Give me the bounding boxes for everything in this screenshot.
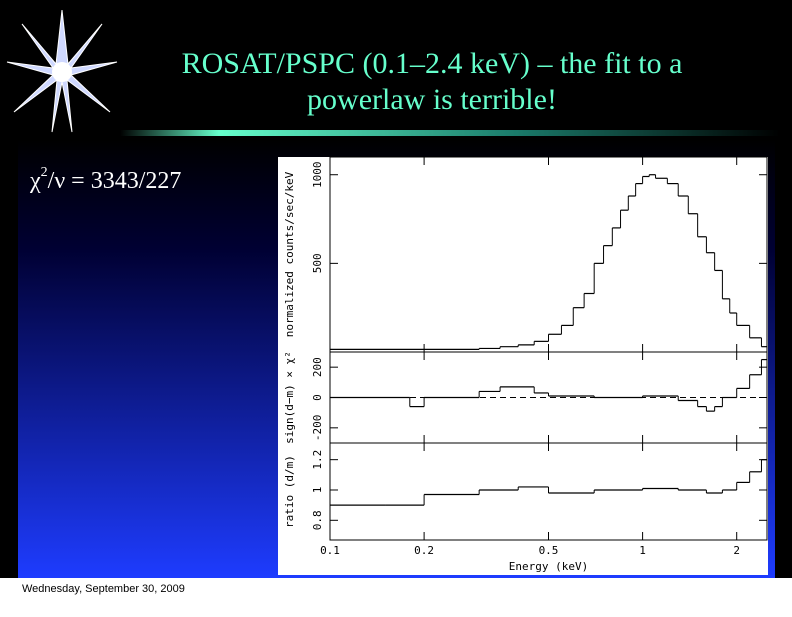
title-rule <box>120 130 780 136</box>
y-tick-label: 1 <box>311 487 324 494</box>
y-tick-label: 500 <box>311 253 324 273</box>
y-tick-label: 200 <box>311 357 324 377</box>
y-axis-label: ratio (d/m) <box>283 455 296 528</box>
plot-panel <box>278 157 768 575</box>
bullet-superscript: 2 <box>41 165 48 180</box>
y-axis-label: normalized counts/sec/keV <box>283 171 296 337</box>
bullet-symbol: χ <box>29 168 41 194</box>
x-tick-label: 0.1 <box>320 544 340 557</box>
y-tick-label: 1000 <box>311 161 324 188</box>
bullet: χ2/ν = 3343/227 <box>29 165 181 193</box>
star-logo <box>6 9 118 133</box>
plot: 500 1000 normalized counts/sec/keV -200 0 200… <box>283 156 768 573</box>
x-tick-label: 0.2 <box>414 544 434 557</box>
bullet-text: /ν = 3343/227 <box>48 168 182 194</box>
x-tick-label: 0.5 <box>539 544 559 557</box>
y-tick-label: 0 <box>311 394 324 401</box>
footer-date: Wednesday, September 30, 2009 <box>22 583 185 595</box>
y-tick-label: -200 <box>311 415 324 442</box>
y-tick-label: 1.2 <box>311 450 324 470</box>
y-axis-label: sign(d−m) × χ² <box>283 351 296 444</box>
x-tick-label: 1 <box>639 544 646 557</box>
x-axis-label: Energy (keV) <box>509 560 588 573</box>
x-tick-label: 2 <box>733 544 740 557</box>
y-tick-label: 0.8 <box>311 510 324 530</box>
